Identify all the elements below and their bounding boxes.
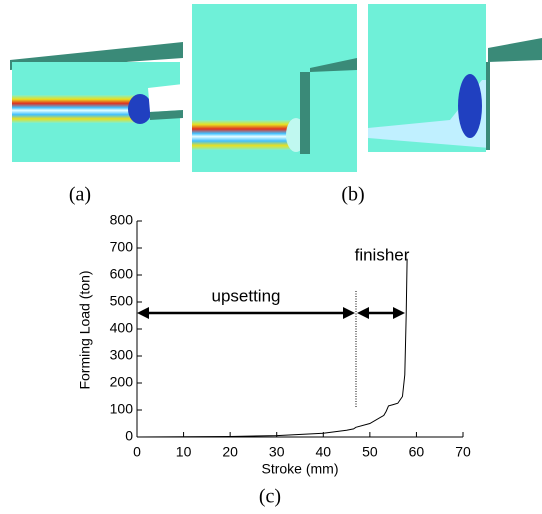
- y-tick-label: 400: [110, 320, 134, 336]
- x-tick-label: 40: [315, 444, 331, 460]
- y-tick-label: 300: [110, 347, 134, 363]
- y-tick-label: 500: [110, 293, 134, 309]
- arrow-head: [393, 307, 405, 319]
- arrow-head: [343, 307, 355, 319]
- x-tick-label: 0: [133, 444, 141, 460]
- annotation: upsetting: [212, 286, 281, 305]
- data-line: [136, 258, 408, 438]
- y-tick-label: 200: [110, 374, 134, 390]
- panel-label: (b): [341, 184, 364, 206]
- y-axis-title: Forming Load (ton): [77, 270, 93, 389]
- arrow-head: [357, 307, 369, 319]
- x-tick-label: 30: [269, 444, 285, 460]
- panel-c-image: [368, 4, 542, 152]
- panel-b-image: [192, 4, 357, 172]
- y-tick-label: 800: [110, 212, 134, 228]
- y-tick-label: 100: [110, 401, 134, 417]
- y-tick-label: 600: [110, 266, 134, 282]
- x-tick-label: 10: [176, 444, 192, 460]
- x-tick-label: 50: [362, 444, 378, 460]
- x-tick-label: 70: [455, 444, 471, 460]
- x-tick-label: 60: [409, 444, 425, 460]
- panel-a-image: [10, 42, 183, 162]
- y-tick-label: 0: [125, 428, 133, 444]
- x-tick-label: 20: [222, 444, 238, 460]
- panel-label: (c): [259, 486, 281, 508]
- x-axis-title: Stroke (mm): [262, 461, 339, 477]
- arrow-head: [137, 307, 149, 319]
- panel-label: (a): [69, 184, 91, 206]
- y-tick-label: 700: [110, 239, 134, 255]
- annotation: finisher: [355, 245, 410, 264]
